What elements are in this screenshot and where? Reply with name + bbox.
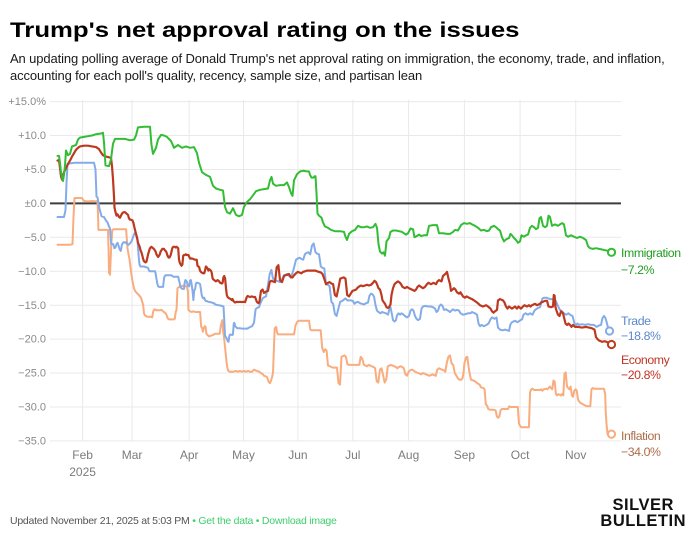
svg-text:Feb: Feb — [72, 448, 93, 462]
svg-text:+10.0: +10.0 — [18, 130, 46, 142]
svg-text:−18.8%: −18.8% — [621, 329, 661, 343]
svg-text:Jun: Jun — [288, 448, 307, 462]
svg-text:+15.0%: +15.0% — [8, 96, 46, 108]
svg-text:Immigration: Immigration — [621, 246, 681, 260]
svg-text:−25.0: −25.0 — [18, 368, 46, 380]
svg-text:+5.0: +5.0 — [24, 164, 46, 176]
svg-text:−30.0: −30.0 — [18, 402, 46, 414]
svg-text:−34.0%: −34.0% — [621, 445, 661, 459]
svg-text:Nov: Nov — [565, 448, 586, 462]
svg-text:Mar: Mar — [122, 448, 143, 462]
svg-text:−7.2%: −7.2% — [621, 263, 655, 277]
svg-text:Aug: Aug — [398, 448, 419, 462]
svg-text:Oct: Oct — [511, 448, 530, 462]
svg-text:May: May — [232, 448, 255, 462]
svg-text:−15.0: −15.0 — [18, 300, 46, 312]
svg-text:±0.0: ±0.0 — [25, 198, 46, 210]
svg-text:−5.0: −5.0 — [24, 232, 46, 244]
svg-text:Apr: Apr — [180, 448, 199, 462]
svg-text:Economy: Economy — [621, 353, 671, 367]
svg-text:Inflation: Inflation — [621, 429, 661, 443]
svg-text:Sep: Sep — [454, 448, 476, 462]
svg-text:−35.0: −35.0 — [18, 436, 46, 448]
svg-text:2025: 2025 — [69, 465, 96, 479]
svg-text:−20.8%: −20.8% — [621, 368, 661, 382]
svg-text:Trade: Trade — [621, 314, 651, 328]
svg-text:−20.0: −20.0 — [18, 334, 46, 346]
svg-text:Jul: Jul — [345, 448, 360, 462]
svg-text:−10.0: −10.0 — [18, 266, 46, 278]
